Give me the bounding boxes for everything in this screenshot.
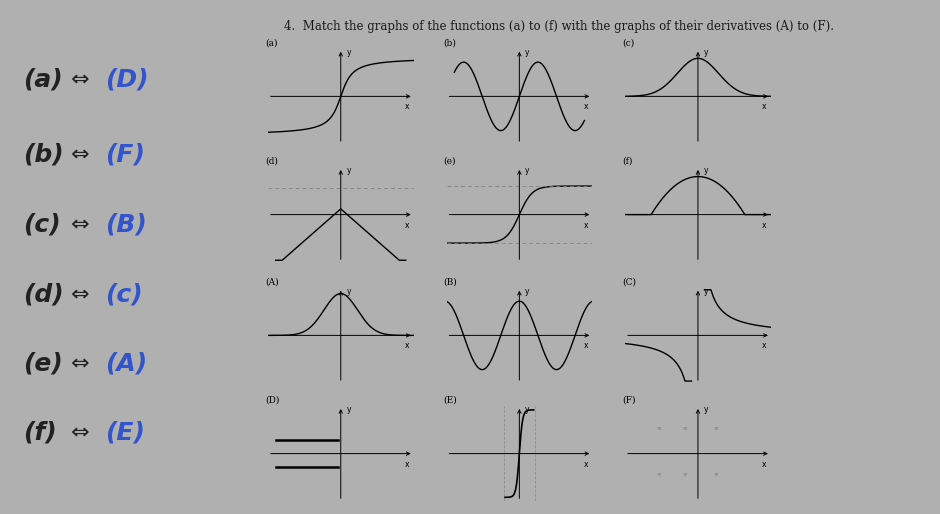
Text: (c): (c) (105, 283, 143, 306)
Text: x: x (762, 102, 766, 112)
Text: $\infty$: $\infty$ (656, 426, 662, 432)
Text: y: y (525, 286, 529, 296)
Text: (D): (D) (265, 395, 279, 405)
Text: x: x (584, 460, 588, 469)
Text: (D): (D) (105, 68, 149, 91)
Text: ⇔: ⇔ (70, 70, 89, 89)
Text: (A): (A) (265, 277, 278, 286)
Text: (a): (a) (24, 68, 63, 91)
Text: 4.  Match the graphs of the functions (a) to (f) with the graphs of their deriva: 4. Match the graphs of the functions (a)… (284, 20, 835, 32)
Text: (F): (F) (622, 395, 635, 405)
Text: x: x (762, 460, 766, 469)
Text: $\infty$: $\infty$ (682, 426, 688, 432)
Text: ⇔: ⇔ (70, 285, 89, 304)
Text: (b): (b) (24, 142, 64, 166)
Text: ⇔: ⇔ (70, 215, 89, 234)
Text: y: y (704, 405, 708, 414)
Text: (f): (f) (622, 156, 633, 166)
Text: x: x (762, 341, 766, 351)
Text: (c): (c) (24, 213, 61, 236)
Text: (f): (f) (24, 421, 57, 445)
Text: (e): (e) (24, 352, 63, 376)
Text: x: x (584, 102, 588, 112)
Text: (A): (A) (105, 352, 148, 376)
Text: (C): (C) (622, 277, 636, 286)
Text: (c): (c) (622, 38, 635, 47)
Text: y: y (525, 47, 529, 57)
Text: $\infty$: $\infty$ (682, 472, 688, 478)
Text: ⇔: ⇔ (70, 423, 89, 443)
Text: y: y (347, 166, 351, 175)
Text: y: y (525, 166, 529, 175)
Text: y: y (347, 47, 351, 57)
Text: (d): (d) (265, 156, 278, 166)
Text: (F): (F) (105, 142, 145, 166)
Text: y: y (347, 286, 351, 296)
Text: x: x (405, 460, 409, 469)
Text: $\infty$: $\infty$ (656, 472, 662, 478)
Text: (a): (a) (265, 38, 277, 47)
Text: (B): (B) (444, 277, 458, 286)
Text: x: x (584, 341, 588, 351)
Text: (e): (e) (444, 156, 456, 166)
Text: $\infty$: $\infty$ (713, 426, 719, 432)
Text: ⇔: ⇔ (70, 354, 89, 374)
Text: x: x (405, 341, 409, 351)
Text: y: y (704, 166, 708, 175)
Text: y: y (525, 405, 529, 414)
Text: (d): (d) (24, 283, 64, 306)
Text: ⇔: ⇔ (70, 144, 89, 164)
Text: x: x (405, 221, 409, 230)
Text: x: x (584, 221, 588, 230)
Text: (E): (E) (444, 395, 458, 405)
Text: (E): (E) (105, 421, 145, 445)
Text: x: x (405, 102, 409, 112)
Text: y: y (704, 47, 708, 57)
Text: (b): (b) (444, 38, 457, 47)
Text: $\infty$: $\infty$ (713, 472, 719, 478)
Text: x: x (762, 221, 766, 230)
Text: y: y (704, 286, 708, 296)
Text: y: y (347, 405, 351, 414)
Text: (B): (B) (105, 213, 147, 236)
